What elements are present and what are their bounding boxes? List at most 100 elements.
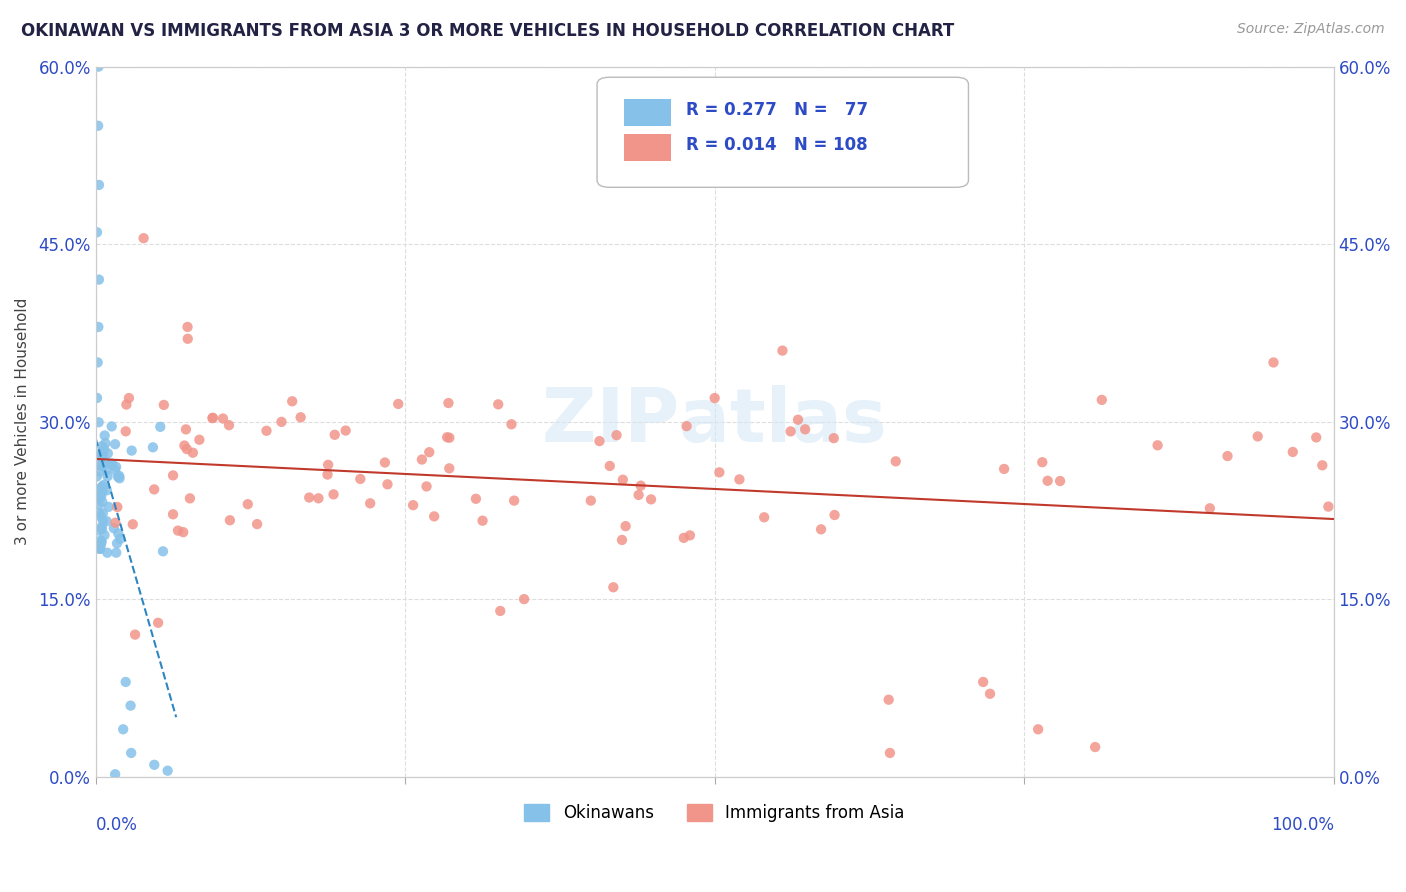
Point	[90, 489, 112, 503]
Point	[105, 536, 128, 550]
Point	[377, 477, 399, 491]
Point	[672, 531, 695, 545]
Point	[89, 482, 111, 496]
Point	[93, 428, 115, 442]
Point	[179, 491, 201, 506]
Point	[787, 413, 810, 427]
Point	[374, 456, 396, 470]
Point	[772, 343, 794, 358]
Point	[316, 458, 339, 472]
Point	[93, 442, 115, 456]
Point	[87, 524, 110, 538]
Point	[1310, 458, 1333, 473]
Point	[100, 457, 122, 471]
Point	[181, 446, 204, 460]
Point	[1036, 474, 1059, 488]
Point	[90, 538, 112, 552]
Point	[162, 468, 184, 483]
Point	[779, 425, 801, 439]
Point	[1281, 445, 1303, 459]
Point	[316, 467, 339, 482]
Point	[349, 472, 371, 486]
Point	[96, 483, 118, 498]
Point	[810, 522, 832, 536]
Point	[124, 627, 146, 641]
Point	[90, 533, 112, 548]
Point	[307, 491, 329, 506]
Point	[118, 391, 141, 405]
Point	[993, 462, 1015, 476]
Point	[120, 698, 142, 713]
Point	[143, 483, 166, 497]
Point	[105, 500, 128, 514]
Point	[90, 534, 112, 549]
Point	[115, 398, 138, 412]
Point	[108, 468, 131, 483]
Point	[246, 517, 269, 532]
Point	[121, 443, 143, 458]
Point	[1247, 429, 1270, 443]
Point	[823, 431, 845, 445]
Point	[610, 533, 633, 547]
Point	[679, 528, 702, 542]
Legend: Okinawans, Immigrants from Asia: Okinawans, Immigrants from Asia	[517, 797, 911, 829]
Point	[877, 692, 900, 706]
Point	[86, 469, 108, 483]
Point	[91, 479, 114, 493]
Point	[1305, 430, 1327, 444]
Point	[86, 225, 108, 239]
Point	[94, 454, 117, 468]
Point	[219, 513, 242, 527]
Point	[415, 479, 437, 493]
Point	[86, 391, 108, 405]
Point	[104, 767, 127, 781]
Text: R = 0.014   N = 108: R = 0.014 N = 108	[686, 136, 868, 154]
Point	[114, 425, 136, 439]
Point	[90, 458, 112, 473]
Point	[513, 592, 536, 607]
Point	[142, 440, 165, 454]
Point	[486, 397, 509, 411]
Point	[89, 541, 111, 556]
Point	[91, 506, 114, 520]
Point	[675, 419, 697, 434]
Point	[298, 491, 321, 505]
Point	[132, 231, 155, 245]
Point	[439, 461, 461, 475]
Point	[120, 746, 142, 760]
Point	[91, 514, 114, 528]
Point	[439, 431, 461, 445]
FancyBboxPatch shape	[624, 134, 671, 161]
Point	[96, 514, 118, 528]
Point	[107, 526, 129, 541]
Point	[290, 410, 312, 425]
Point	[87, 415, 110, 429]
Point	[101, 457, 124, 471]
Point	[270, 415, 292, 429]
Point	[411, 452, 433, 467]
Point	[188, 433, 211, 447]
Point	[614, 519, 637, 533]
Point	[89, 506, 111, 520]
Point	[1317, 500, 1340, 514]
Point	[87, 272, 110, 286]
Point	[103, 521, 125, 535]
Point	[90, 450, 112, 465]
Point	[1198, 501, 1220, 516]
Text: R = 0.277   N =   77: R = 0.277 N = 77	[686, 101, 869, 119]
Point	[177, 332, 200, 346]
Point	[709, 466, 731, 480]
Point	[86, 355, 108, 369]
Point	[97, 500, 120, 514]
Point	[91, 447, 114, 461]
Point	[423, 509, 446, 524]
Point	[114, 675, 136, 690]
Point	[96, 469, 118, 483]
Point	[335, 424, 357, 438]
Point	[640, 492, 662, 507]
Point	[89, 465, 111, 479]
Point	[172, 525, 194, 540]
Text: 100.0%: 100.0%	[1271, 815, 1334, 834]
Point	[703, 391, 725, 405]
Point	[281, 394, 304, 409]
